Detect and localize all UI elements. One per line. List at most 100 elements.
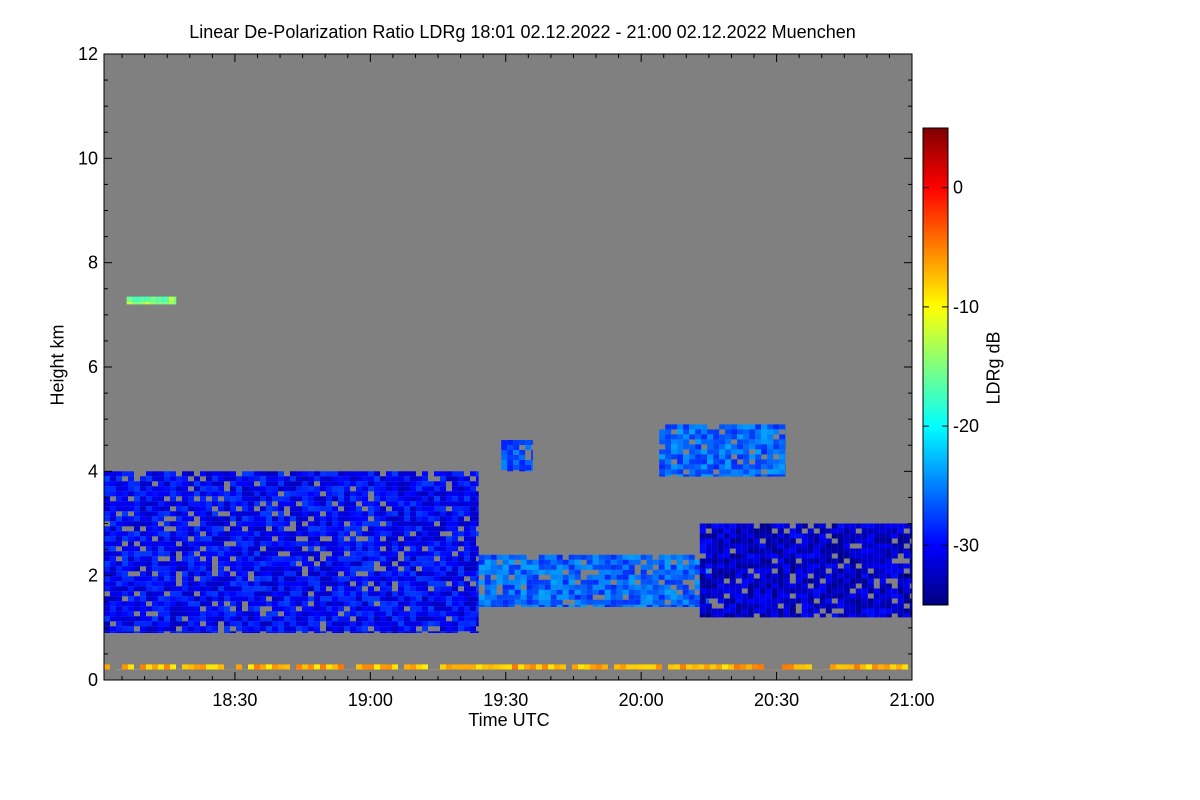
heatmap-cell [206,516,212,522]
heatmap-cell [116,566,122,572]
heatmap-cell [236,664,242,670]
heatmap-cell [801,568,808,574]
heatmap-cell [158,546,164,552]
heatmap-cell [152,506,158,512]
heatmap-cell [392,541,398,547]
heatmap-cell [706,599,709,605]
heatmap-cell [158,621,164,627]
heatmap-cell [386,516,392,522]
heatmap-cell [386,476,392,482]
heatmap-cell [729,528,736,534]
heatmap-cell [699,558,706,564]
heatmap-cell [711,533,718,539]
heatmap-cell [909,563,912,569]
heatmap-cell [773,424,780,430]
heatmap-cell [725,459,732,465]
heatmap-cell [813,568,820,574]
heatmap-cell [296,506,302,512]
heatmap-cell [224,536,230,542]
heatmap-cell [218,551,224,557]
heatmap-cell [122,551,128,557]
heatmap-cell [434,546,440,552]
heatmap-cell [525,465,532,470]
heatmap-cell [773,429,780,435]
heatmap-cell [701,449,708,455]
heatmap-cell [434,511,440,517]
heatmap-cell [272,516,278,522]
heatmap-cell [368,471,374,477]
heatmap-cell [664,579,671,585]
heatmap-cell [140,601,146,607]
heatmap-cell [326,541,332,547]
heatmap-cell [386,566,392,572]
heatmap-cell [878,664,884,670]
heatmap-cell [344,486,350,492]
heatmap-cell [843,528,850,534]
heatmap-cell [831,558,838,564]
heatmap-cell [903,608,910,614]
heatmap-cell [434,621,440,627]
heatmap-cell [508,569,515,575]
heatmap-cell [410,556,416,562]
heatmap-cell [676,594,683,600]
heatmap-cell [574,569,581,575]
heatmap-cell [574,604,581,607]
heatmap-cell [837,548,844,554]
heatmap-cell [320,481,326,487]
heatmap-cell [344,491,350,497]
heatmap-cell [368,481,374,487]
heatmap-cell [507,460,514,465]
heatmap-cell [272,556,278,562]
heatmap-cell [682,584,689,590]
heatmap-cell [731,429,738,435]
heatmap-cell [302,601,308,607]
heatmap-cell [586,554,593,560]
heatmap-cell [110,531,116,537]
heatmap-cell [212,596,218,602]
heatmap-cell [170,601,176,607]
heatmap-cell [616,604,623,607]
heatmap-cell [260,576,266,582]
heatmap-cell [350,481,356,487]
heatmap-cell [404,556,410,562]
heatmap-cell [779,474,786,477]
heatmap-cell [580,579,587,585]
heatmap-cell [428,551,434,557]
heatmap-cell [807,608,814,614]
heatmap-cell [116,536,122,542]
heatmap-cell [122,566,128,572]
heatmap-cell [819,558,826,564]
heatmap-cell [717,588,724,594]
heatmap-cell [230,586,236,592]
heatmap-cell [248,516,254,522]
heatmap-cell [664,574,671,580]
heatmap-cell [683,429,690,435]
heatmap-cell [646,579,653,585]
heatmap-cell [837,528,844,534]
heatmap-cell [158,496,164,502]
heatmap-cell [260,551,266,557]
heatmap-cell [110,586,116,592]
heatmap-cell [825,563,832,569]
heatmap-cell [338,561,344,567]
heatmap-cell [122,611,128,617]
heatmap-cell [164,551,170,557]
heatmap-cell [290,611,296,617]
heatmap-cell [771,598,778,604]
heatmap-cell [747,588,754,594]
heatmap-cell [801,578,808,584]
heatmap-cell [266,496,272,502]
heatmap-cell [711,573,718,579]
heatmap-cell [122,561,128,567]
heatmap-cell [659,449,666,455]
heatmap-cell [761,434,768,440]
heatmap-cell [368,536,374,542]
heatmap-cell [326,516,332,522]
heatmap-cell [188,506,194,512]
heatmap-cell [434,616,440,622]
heatmap-cell [452,521,458,527]
heatmap-cell [502,589,509,595]
heatmap-cell [753,533,760,539]
heatmap-cell [230,596,236,602]
heatmap-cell [819,613,826,618]
